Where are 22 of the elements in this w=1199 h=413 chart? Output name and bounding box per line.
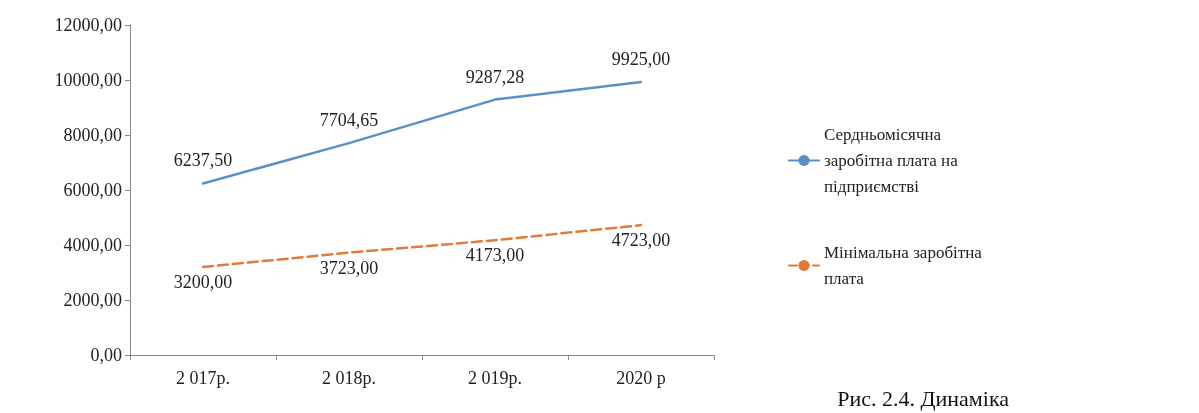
y-tick-label: 4000,00 [63,235,122,255]
x-tick-label: 2 018р. [322,368,376,388]
y-tick-label: 8000,00 [63,125,122,145]
data-label: 3200,00 [173,272,233,292]
data-label: 3723,00 [319,257,379,278]
x-tick-label: 2 017р. [176,368,230,388]
data-label: 4723,00 [611,230,671,251]
x-tick-label: 2020 р [616,368,666,388]
data-label: 6237,50 [173,150,233,171]
y-tick-label: 6000,00 [63,180,122,200]
data-label: 9925,00 [611,49,671,70]
y-tick-label: 2000,00 [63,290,122,310]
legend-label: Мінімальна заробітна плата [824,243,987,288]
y-tick-label: 10000,00 [54,70,122,90]
data-label: 9287,28 [465,66,525,87]
x-tick-label: 2 019р. [468,368,522,388]
y-tick-label: 12000,00 [54,15,122,35]
data-label: 4173,00 [465,245,525,266]
legend-label: Сердньомісячна заробітна плата на підприємстві [824,125,962,196]
text: Рис. 2.4. Динаміка [837,385,1010,411]
y-tick-label: 0,00 [90,345,122,365]
data-label: 7704,65 [319,110,379,131]
